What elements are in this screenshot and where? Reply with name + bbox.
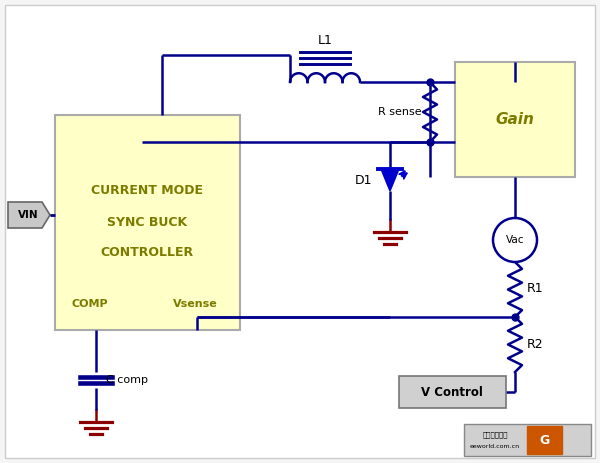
Text: R2: R2 — [527, 338, 544, 350]
Text: 电子工程世界: 电子工程世界 — [482, 432, 508, 438]
Text: Gain: Gain — [496, 112, 535, 126]
Text: eeworld.com.cn: eeworld.com.cn — [470, 444, 520, 450]
Text: Vac: Vac — [506, 235, 524, 245]
Text: CURRENT MODE: CURRENT MODE — [91, 184, 203, 197]
Text: D1: D1 — [355, 174, 372, 187]
FancyBboxPatch shape — [527, 426, 562, 454]
Text: C comp: C comp — [106, 375, 148, 385]
FancyBboxPatch shape — [399, 376, 506, 408]
Text: VIN: VIN — [17, 210, 38, 220]
Text: COMP: COMP — [71, 299, 109, 309]
FancyBboxPatch shape — [455, 62, 575, 177]
Text: L1: L1 — [317, 34, 332, 47]
FancyBboxPatch shape — [464, 424, 591, 456]
Circle shape — [493, 218, 537, 262]
Text: CONTROLLER: CONTROLLER — [100, 246, 194, 259]
Text: V Control: V Control — [421, 386, 483, 399]
Text: Vsense: Vsense — [173, 299, 217, 309]
Text: R sense: R sense — [379, 107, 422, 117]
Polygon shape — [381, 169, 399, 191]
FancyBboxPatch shape — [5, 5, 595, 458]
Text: G: G — [539, 433, 549, 446]
Text: SYNC BUCK: SYNC BUCK — [107, 216, 187, 229]
Text: R1: R1 — [527, 282, 544, 295]
FancyBboxPatch shape — [55, 115, 240, 330]
Polygon shape — [8, 202, 50, 228]
